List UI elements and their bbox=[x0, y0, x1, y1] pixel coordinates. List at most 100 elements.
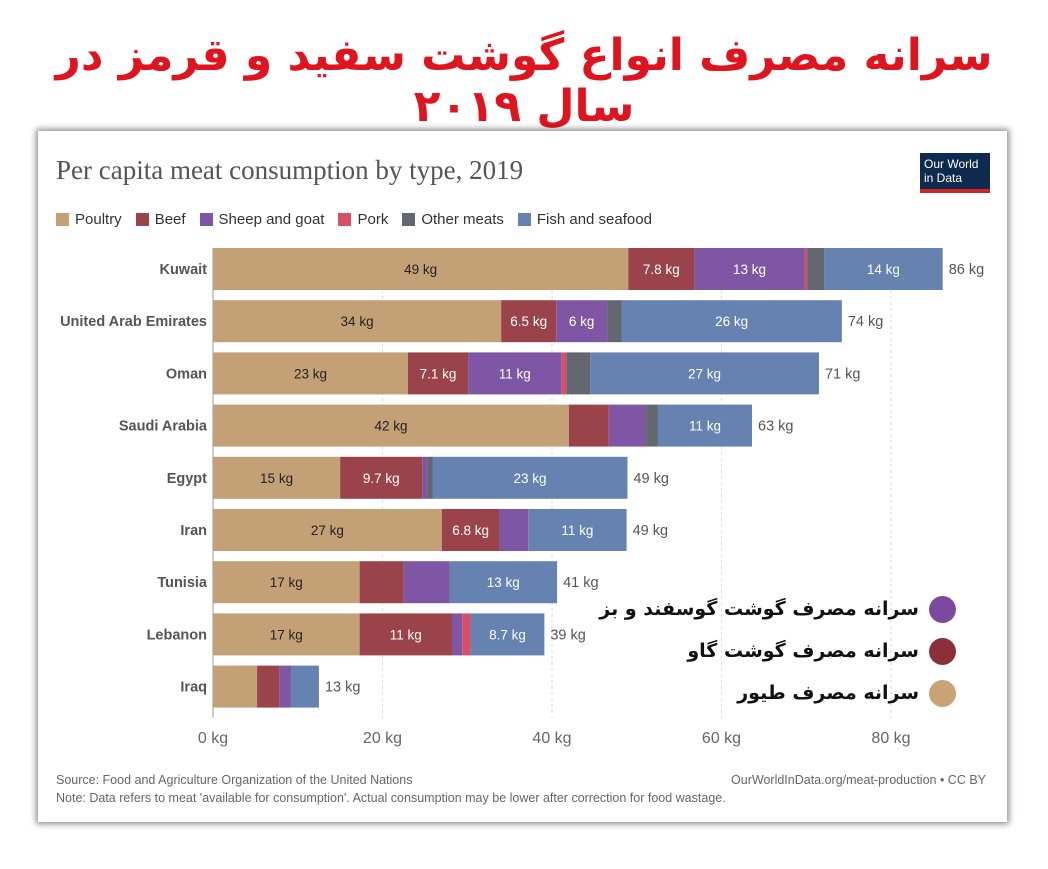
data-label: 9.7 kg bbox=[363, 471, 400, 486]
bar-segment[interactable] bbox=[279, 665, 291, 708]
bar-segment[interactable] bbox=[213, 404, 569, 447]
legend-item[interactable]: Poultry bbox=[56, 211, 122, 228]
bar-segment[interactable] bbox=[213, 456, 341, 499]
bar-segment[interactable] bbox=[657, 404, 753, 447]
total-label: 86 kg bbox=[949, 262, 984, 278]
data-label: 7.1 kg bbox=[420, 366, 457, 381]
bar-segment[interactable] bbox=[451, 613, 463, 656]
bar-segment[interactable] bbox=[556, 300, 608, 343]
bar-segment[interactable] bbox=[403, 561, 450, 604]
bar-segment[interactable] bbox=[213, 665, 258, 708]
data-label: 13 kg bbox=[733, 262, 766, 277]
bar-segment[interactable] bbox=[807, 248, 825, 290]
data-label: 34 kg bbox=[341, 314, 374, 329]
data-label: 49 kg bbox=[404, 262, 437, 277]
bar-segment[interactable] bbox=[501, 300, 557, 343]
footer: Source: Food and Agriculture Organizatio… bbox=[56, 771, 986, 807]
legend-item[interactable]: Fish and seafood bbox=[517, 211, 652, 228]
bar-chart: 0 kg 20 kg 40 kg 60 kg 80 kg Kuwait 49 kg 7.8 k… bbox=[60, 248, 984, 747]
total-label: 63 kg bbox=[758, 419, 793, 435]
bar-segment[interactable] bbox=[528, 509, 627, 551]
bar-segment[interactable] bbox=[462, 613, 471, 656]
bar-segment[interactable] bbox=[290, 665, 319, 708]
overlay-legend-item: سرانه مصرف گوشت گاو bbox=[599, 630, 956, 672]
legend-label: Beef bbox=[154, 211, 186, 228]
legend-dot bbox=[929, 595, 956, 623]
data-label: 11 kg bbox=[499, 366, 531, 381]
x-tick-label: 20 kg bbox=[363, 730, 402, 747]
total-label: 74 kg bbox=[848, 314, 883, 330]
legend-swatch bbox=[199, 213, 213, 226]
chart-card: Per capita meat consumption by type, 201… bbox=[38, 131, 1007, 822]
legend-item[interactable]: Pork bbox=[338, 211, 388, 228]
legend-label: Pork bbox=[357, 211, 389, 228]
bar-segment[interactable] bbox=[257, 665, 280, 708]
bar-segment[interactable] bbox=[804, 248, 808, 290]
overlay-legend-label: سرانه مصرف طیور bbox=[737, 682, 919, 704]
bar-segment[interactable] bbox=[628, 248, 695, 290]
legend: Poultry Beef Sheep and goat Pork Other meats… bbox=[56, 211, 652, 228]
data-label: 6.5 kg bbox=[510, 314, 547, 329]
bar-segment[interactable] bbox=[432, 456, 628, 499]
bar-segment[interactable] bbox=[213, 509, 442, 551]
bar-segment[interactable] bbox=[407, 352, 469, 395]
y-tick-label: Kuwait bbox=[159, 262, 207, 278]
legend-label: Fish and seafood bbox=[536, 211, 652, 228]
bar-segment[interactable] bbox=[340, 456, 423, 499]
owid-logo[interactable]: Our World in Data bbox=[920, 153, 990, 193]
data-label: 15 kg bbox=[260, 471, 293, 486]
bar-segment[interactable] bbox=[568, 404, 609, 447]
total-label: 49 kg bbox=[633, 471, 668, 487]
y-tick-label: Tunisia bbox=[157, 575, 208, 591]
bar-segment[interactable] bbox=[608, 404, 647, 447]
overlay-legend-label: سرانه مصرف گوشت گاو bbox=[687, 640, 919, 662]
legend-item[interactable]: Other meats bbox=[402, 211, 504, 228]
overlay-legend: سرانه مصرف گوشت گوسفند و بز سرانه مصرف گو… bbox=[599, 588, 956, 714]
y-tick-label: Oman bbox=[166, 366, 207, 382]
x-tick-label: 80 kg bbox=[871, 730, 910, 747]
data-label: 42 kg bbox=[374, 419, 407, 434]
legend-item[interactable]: Sheep and goat bbox=[199, 211, 324, 228]
bar-segment[interactable] bbox=[359, 561, 404, 604]
overlay-legend-item: سرانه مصرف گوشت گوسفند و بز bbox=[599, 588, 956, 630]
credit-link[interactable]: OurWorldInData.org/meat-production • CC … bbox=[731, 773, 986, 787]
bar-segment[interactable] bbox=[561, 352, 567, 395]
data-label: 27 kg bbox=[311, 523, 344, 538]
data-label: 17 kg bbox=[270, 627, 303, 642]
bar-segment[interactable] bbox=[422, 456, 428, 499]
bar-segment[interactable] bbox=[359, 613, 452, 656]
bar-segment[interactable] bbox=[694, 248, 805, 290]
bar-segment[interactable] bbox=[566, 352, 591, 395]
data-label: 13 kg bbox=[487, 575, 520, 590]
bar-segment[interactable] bbox=[449, 561, 558, 604]
legend-swatch bbox=[338, 213, 352, 226]
data-label: 27 kg bbox=[688, 366, 721, 381]
y-tick-label: Iran bbox=[180, 523, 207, 539]
y-tick-label: Lebanon bbox=[147, 627, 207, 643]
bar-segment[interactable] bbox=[213, 613, 360, 656]
data-label: 26 kg bbox=[715, 314, 748, 329]
legend-item[interactable]: Beef bbox=[135, 211, 186, 228]
bar-segment[interactable] bbox=[646, 404, 658, 447]
bar-segment[interactable] bbox=[427, 456, 433, 499]
total-label: 49 kg bbox=[633, 523, 668, 539]
bar-segment[interactable] bbox=[470, 613, 545, 656]
bar-segment[interactable] bbox=[213, 248, 629, 290]
legend-label: Poultry bbox=[75, 211, 122, 228]
bar-segment[interactable] bbox=[824, 248, 943, 290]
bar-segment[interactable] bbox=[607, 300, 622, 343]
legend-swatch bbox=[517, 213, 531, 226]
bar-segment[interactable] bbox=[213, 300, 502, 343]
bar-segment[interactable] bbox=[441, 509, 500, 551]
bar-segment[interactable] bbox=[468, 352, 562, 395]
y-tick-label: Saudi Arabia bbox=[119, 419, 208, 435]
y-tick-label: Iraq bbox=[180, 680, 207, 696]
bar-segment[interactable] bbox=[590, 352, 819, 395]
bar-segment[interactable] bbox=[213, 352, 408, 395]
bar-segment[interactable] bbox=[499, 509, 529, 551]
bar-segment[interactable] bbox=[213, 561, 360, 604]
bar-segment[interactable] bbox=[621, 300, 842, 343]
total-label: 41 kg bbox=[563, 575, 598, 591]
note-text: Note: Data refers to meat 'available for… bbox=[56, 791, 726, 805]
legend-dot bbox=[929, 637, 956, 665]
